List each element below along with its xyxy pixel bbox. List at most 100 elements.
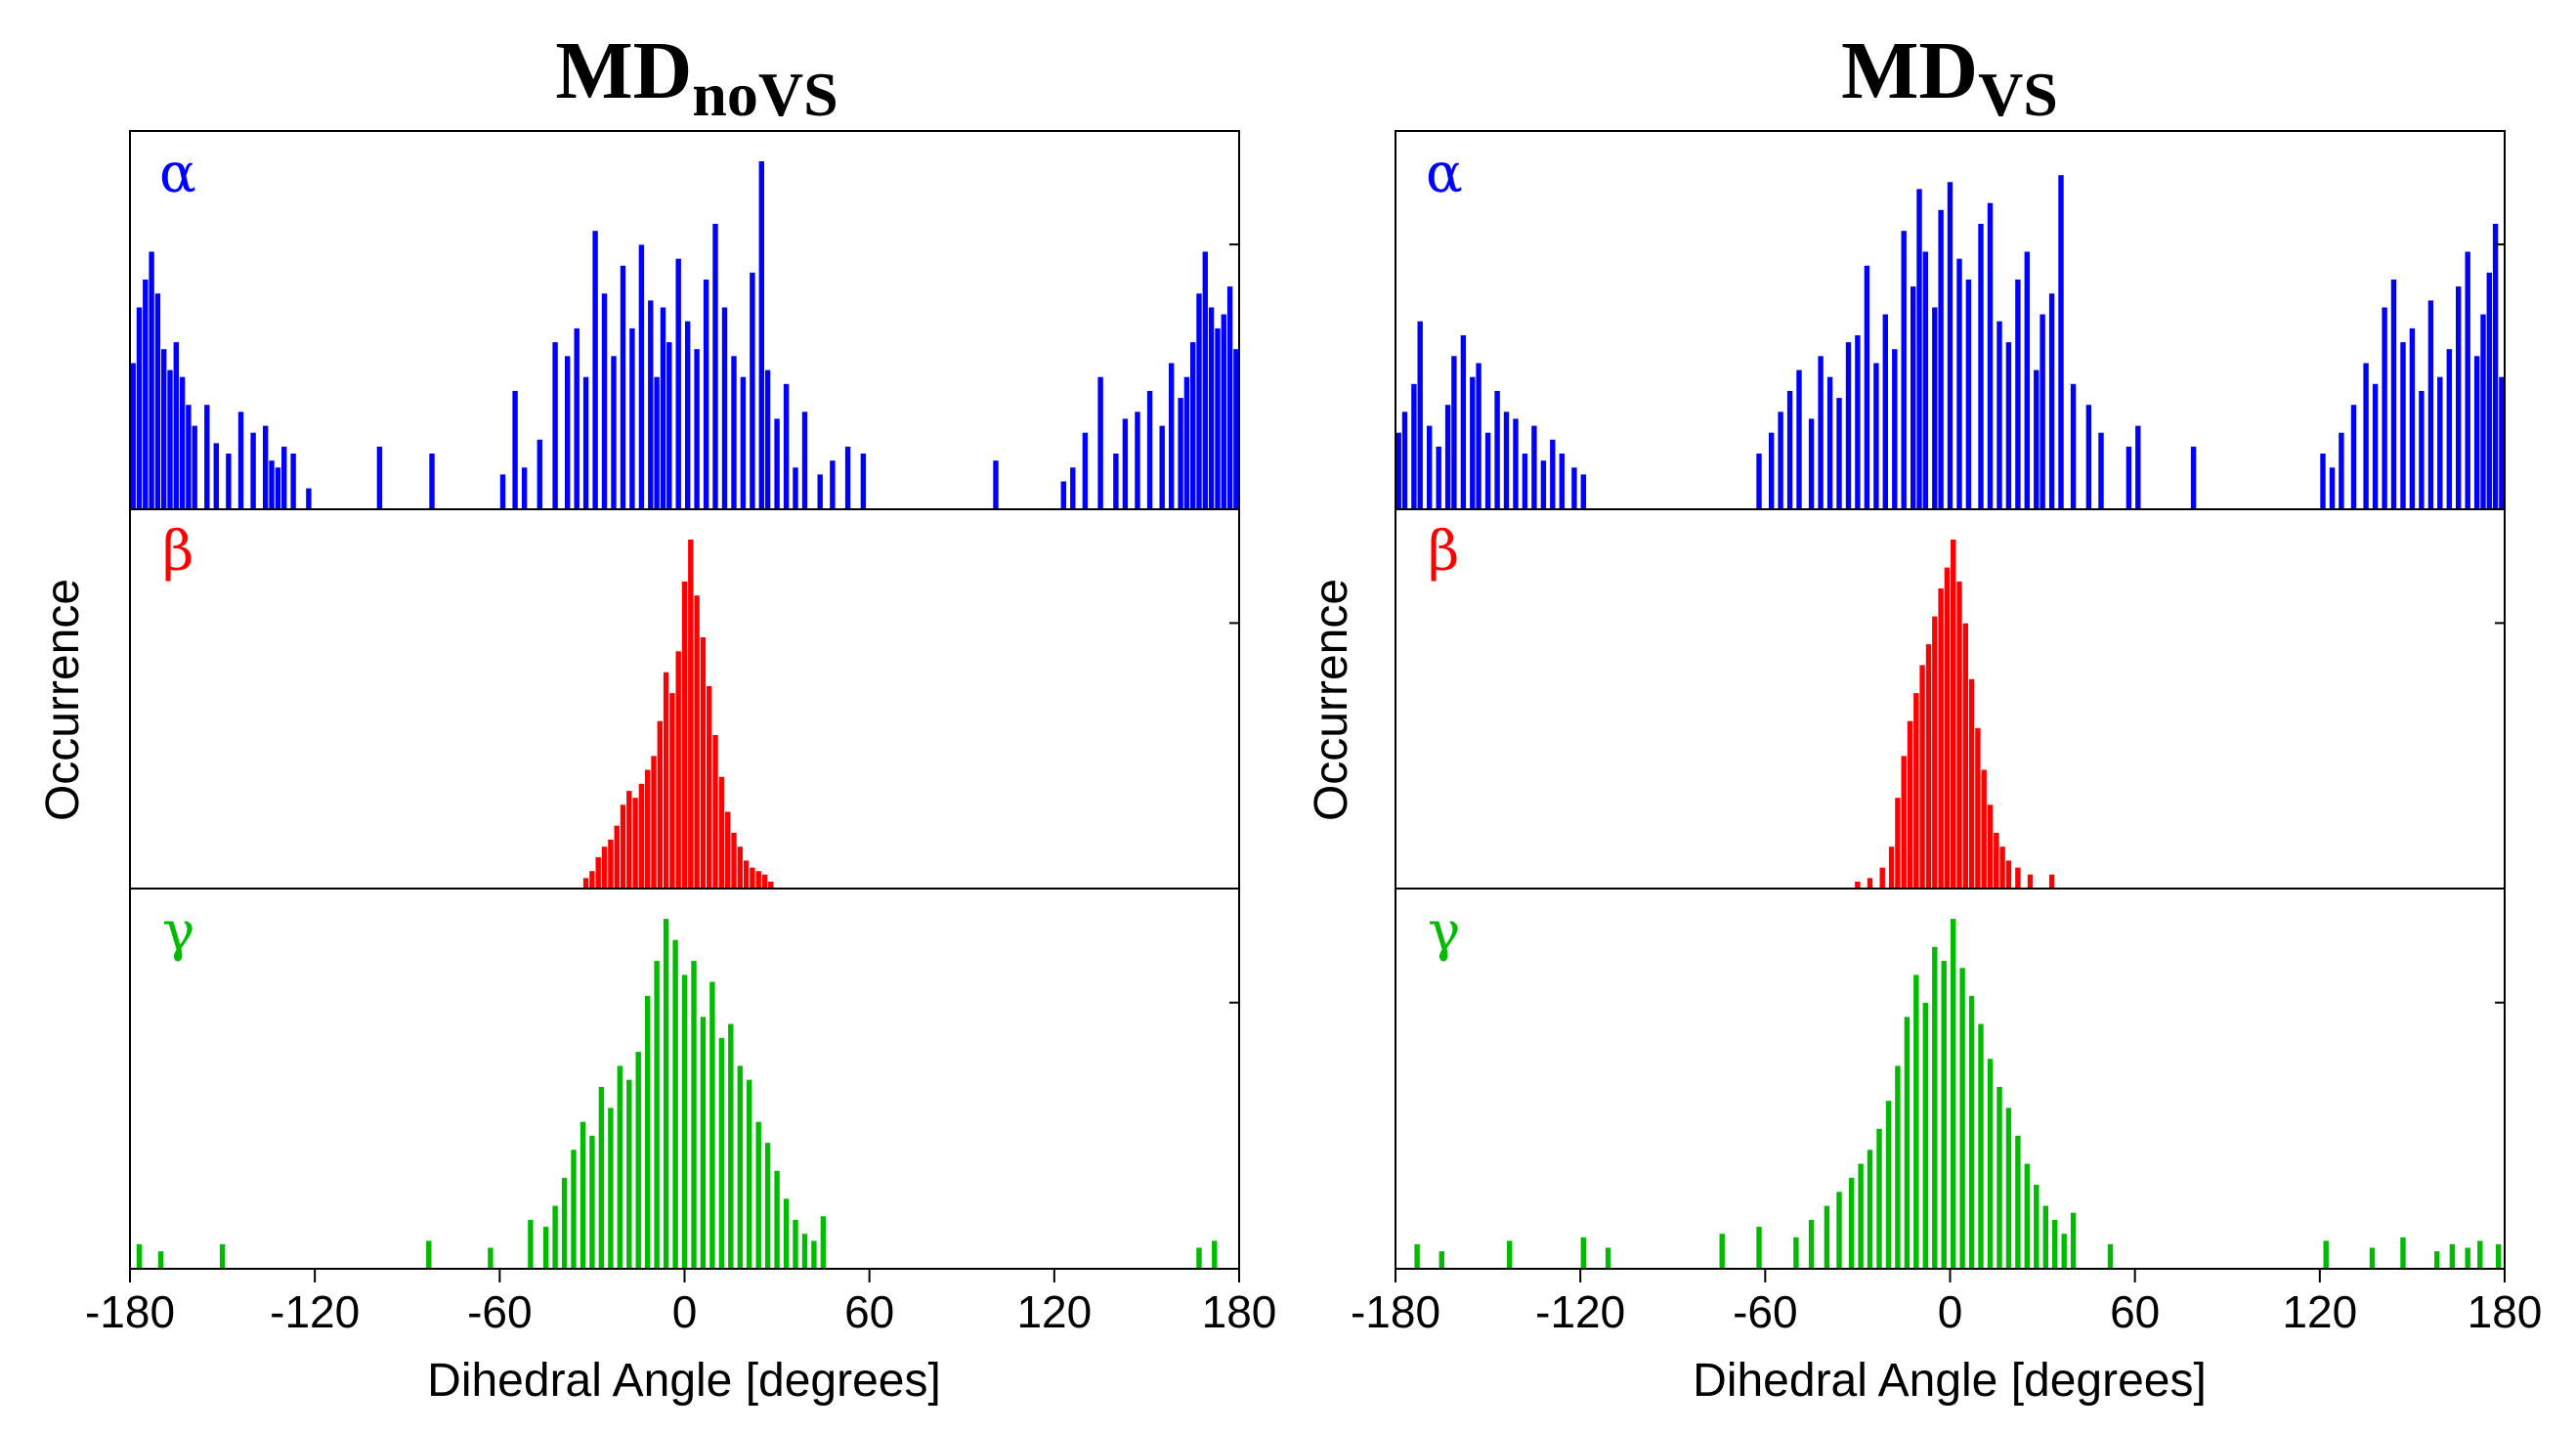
histogram-bar: [2042, 1205, 2048, 1269]
histogram-bar: [691, 961, 697, 1269]
histogram-bar: [694, 349, 700, 509]
histogram-bar: [1808, 418, 1815, 509]
histogram-bar: [2024, 251, 2030, 509]
histogram-bar: [1476, 363, 1481, 509]
histogram-bar: [2449, 1243, 2456, 1269]
histogram-bar: [2034, 1185, 2039, 1269]
histogram-bar: [601, 847, 608, 889]
histogram-bar: [542, 1227, 549, 1269]
x-tick-label: 180: [1202, 1286, 1277, 1337]
histogram-bar: [2382, 307, 2387, 509]
histogram-bar: [574, 327, 580, 509]
histogram-bar: [1895, 1065, 1901, 1269]
histogram-bar: [521, 467, 528, 509]
histogram-bar: [582, 376, 589, 509]
histogram-bar: [648, 300, 654, 509]
histogram-bar: [645, 995, 651, 1269]
histogram-bar: [617, 1065, 623, 1269]
histogram-bar: [376, 446, 383, 509]
histogram-bar: [657, 720, 663, 889]
histogram-bar: [1451, 356, 1457, 509]
histogram-bar: [1922, 251, 1928, 509]
histogram-bar: [1571, 467, 1577, 509]
histogram-bar: [728, 1023, 734, 1269]
histogram-bar: [2015, 280, 2021, 509]
histogram-bar: [1082, 432, 1089, 509]
histogram-bar: [1901, 231, 1907, 509]
histogram-bar: [1922, 1003, 1928, 1269]
x-tick-label: 60: [844, 1286, 894, 1337]
histogram-bar: [764, 1143, 771, 1269]
chart-title: MDVS: [1841, 25, 2058, 129]
histogram-bar: [1938, 209, 1944, 510]
histogram-bar: [1113, 454, 1119, 509]
histogram-bar: [737, 847, 743, 889]
histogram-bar: [1873, 363, 1879, 509]
histogram-bar: [755, 1121, 761, 1269]
histogram-bar: [801, 412, 808, 509]
histogram-bar: [1395, 432, 1401, 509]
chart-mdvs: MDVS α β γ -180 -120 -60 0 60 120 180 Occurren…: [1306, 25, 2542, 1407]
histogram-bar: [712, 734, 718, 889]
histogram-bar: [1845, 342, 1852, 509]
histogram-bar: [226, 454, 232, 509]
histogram-bar: [1786, 390, 1793, 509]
histogram-bar: [499, 474, 506, 509]
histogram-bar: [1484, 432, 1491, 509]
histogram-bar: [1981, 769, 1987, 889]
histogram-bar: [2190, 446, 2197, 509]
histogram-bar: [2024, 1163, 2030, 1269]
histogram-bar: [1826, 376, 1833, 509]
alpha-bars: [130, 161, 1239, 509]
histogram-bar: [663, 672, 669, 889]
histogram-bar: [793, 1219, 798, 1269]
x-tick-label: -60: [467, 1286, 532, 1337]
histogram-bar: [1855, 335, 1861, 509]
histogram-bar: [136, 307, 143, 509]
histogram-bar: [1919, 665, 1925, 889]
histogram-bar: [173, 342, 179, 509]
histogram-bar: [1965, 280, 1972, 509]
histogram-bar: [1196, 1247, 1202, 1269]
panel-alpha: α: [129, 130, 1240, 510]
title-main: MD: [1841, 25, 1978, 116]
histogram-bar: [1756, 454, 1762, 509]
histogram-bar: [1183, 376, 1190, 509]
histogram-bar: [1925, 644, 1932, 889]
series-label: β: [1428, 520, 1459, 584]
histogram-bar: [700, 637, 707, 889]
y-axis-label: Occurrence: [1306, 579, 1357, 821]
histogram-bar: [429, 454, 435, 509]
x-tick-label: -120: [270, 1286, 360, 1337]
histogram-bar: [755, 871, 761, 889]
alpha-bars: [1395, 175, 2505, 510]
histogram-bar: [685, 321, 691, 509]
histogram-bar: [1719, 1234, 1725, 1269]
histogram-bar: [1879, 867, 1885, 889]
histogram-bar: [2465, 251, 2470, 509]
histogram-bar: [1824, 1205, 1830, 1269]
histogram-bar: [1226, 286, 1233, 509]
histogram-bar: [1996, 1086, 2002, 1269]
histogram-bar: [2477, 1240, 2483, 1269]
chart-mdnovs: MDnoVS α β γ -180 -120 -60 0 60 120 180 Occurr…: [37, 25, 1276, 1407]
histogram-bar: [281, 446, 287, 509]
histogram-bar: [620, 265, 626, 509]
histogram-bar: [1169, 363, 1175, 509]
histogram-bar: [1580, 1237, 1586, 1269]
title-subscript: VS: [1978, 60, 2058, 129]
histogram-bar: [2070, 1212, 2077, 1269]
histogram-bar: [743, 860, 750, 889]
histogram-bar: [1836, 398, 1842, 509]
histogram-bar: [1818, 356, 1824, 509]
histogram-bar: [1417, 321, 1423, 509]
histogram-bar: [663, 919, 669, 1269]
y-axis-label: Occurrence: [37, 579, 89, 821]
histogram-bar: [1901, 756, 1907, 889]
histogram-bar: [737, 1065, 743, 1269]
histogram-bar: [1159, 425, 1165, 509]
histogram-bar: [1968, 678, 1975, 889]
histogram-bar: [426, 1240, 432, 1269]
histogram-bar: [1550, 439, 1556, 509]
